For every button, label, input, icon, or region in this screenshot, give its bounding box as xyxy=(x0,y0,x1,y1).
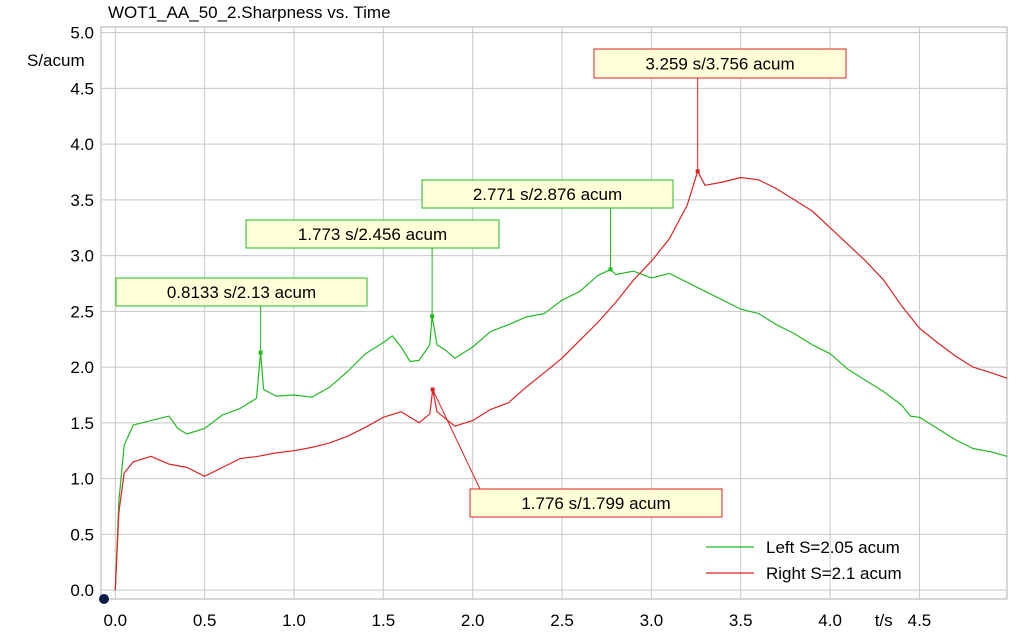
x-tick-label: 4.5 xyxy=(908,611,932,630)
annotation-label: 0.8133 s/2.13 acum xyxy=(167,283,316,302)
x-axis-label: t/s xyxy=(875,611,893,630)
y-tick-label: 2.0 xyxy=(70,358,94,377)
x-tick-label: 2.0 xyxy=(461,611,485,630)
y-tick-label: 0.5 xyxy=(70,525,94,544)
x-tick-label: 1.0 xyxy=(282,611,306,630)
x-tick-label: 3.5 xyxy=(729,611,753,630)
x-tick-label: 0.0 xyxy=(103,611,127,630)
x-tick-label: 0.5 xyxy=(193,611,217,630)
y-tick-labels: 0.0 0.5 1.0 1.5 2.0 2.5 3.0 3.5 4.0 4.5 5.0 xyxy=(70,24,94,601)
annotation-marker xyxy=(608,267,613,272)
annotation-box xyxy=(115,277,368,307)
annotation-box xyxy=(245,219,500,249)
y-tick-label: 4.0 xyxy=(70,135,94,154)
y-tick-label: 0.0 xyxy=(70,581,94,600)
y-tick-label: 3.0 xyxy=(70,247,94,266)
y-tick-label: 5.0 xyxy=(70,24,94,43)
y-tick-label: 4.5 xyxy=(70,79,94,98)
legend-entry: Right S=2.1 acum xyxy=(766,564,902,583)
annotation-label: 2.771 s/2.876 acum xyxy=(473,185,622,204)
annotation-marker xyxy=(695,169,700,174)
annotation-label: 3.259 s/3.756 acum xyxy=(645,55,794,74)
x-tick-label: 2.5 xyxy=(550,611,574,630)
plot-frame xyxy=(100,26,1008,600)
series-lines xyxy=(114,170,1008,591)
annotation-box xyxy=(421,179,674,209)
annotation-leader xyxy=(432,389,481,490)
origin-marker xyxy=(99,594,109,604)
y-tick-label: 1.0 xyxy=(70,470,94,489)
gridlines xyxy=(101,27,1007,599)
annotations: 0.8133 s/2.13 acum 1.773 s/2.456 acum 2.77… xyxy=(115,48,847,518)
y-tick-label: 2.5 xyxy=(70,302,94,321)
annotation-label: 1.773 s/2.456 acum xyxy=(298,225,447,244)
annotation-marker xyxy=(430,314,435,319)
x-tick-label: 1.5 xyxy=(372,611,396,630)
annotation-marker xyxy=(430,387,435,392)
x-tick-labels: 0.0 0.5 1.0 1.5 2.0 2.5 3.0 3.5 4.0 4.5 t/s xyxy=(103,611,931,630)
annotation-marker xyxy=(258,350,263,355)
legend-entry: Left S=2.05 acum xyxy=(766,538,900,557)
legend: Left S=2.05 acum Right S=2.1 acum xyxy=(706,538,902,583)
series-line-left xyxy=(114,268,1008,591)
y-axis-label: S/acum xyxy=(27,51,85,70)
chart-title: WOT1_AA_50_2.Sharpness vs. Time xyxy=(108,3,391,22)
series-line-right xyxy=(114,170,1008,591)
y-tick-label: 3.5 xyxy=(70,191,94,210)
annotation-box xyxy=(469,488,723,518)
annotation-label: 1.776 s/1.799 acum xyxy=(521,494,670,513)
x-tick-label: 3.0 xyxy=(640,611,664,630)
x-tick-label: 4.0 xyxy=(818,611,842,630)
annotation-box xyxy=(593,48,847,79)
y-tick-label: 1.5 xyxy=(70,414,94,433)
